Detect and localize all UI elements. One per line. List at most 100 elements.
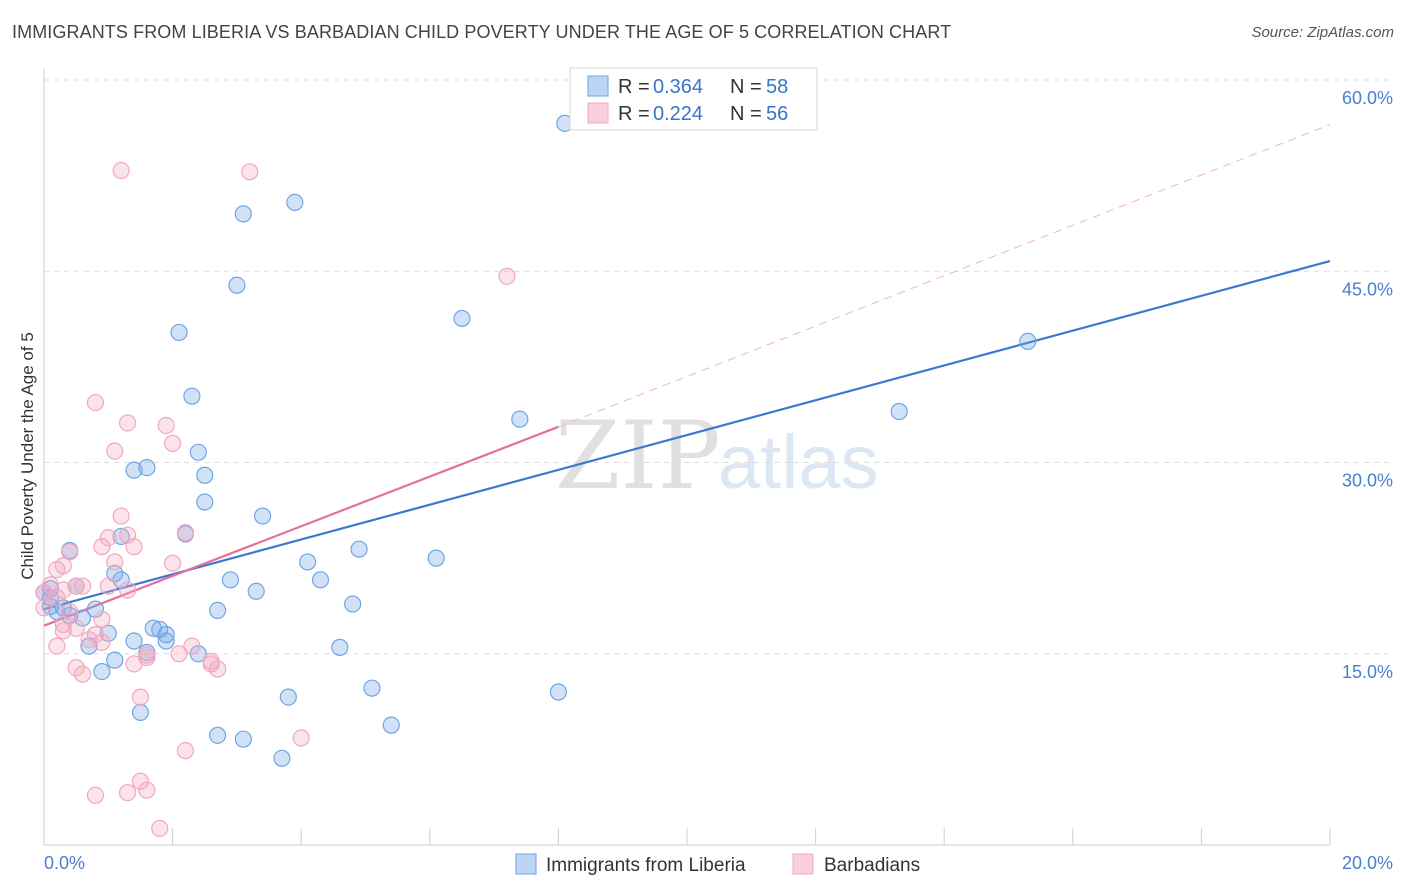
data-point-barbadians-14: [61, 543, 79, 561]
data-point-liberia-57: [234, 730, 252, 748]
data-point-barbadians-18: [48, 560, 66, 579]
data-point-liberia-55: [382, 716, 400, 734]
data-point-barbadians-52: [118, 784, 137, 802]
correlation-legend: R = 0.364 N = 58 R = 0.224 N = 56: [569, 67, 818, 131]
data-point-barbadians-35: [93, 633, 111, 651]
y-tick-label-0: 15.0%: [1342, 662, 1393, 682]
data-point-liberia-12: [138, 459, 156, 477]
data-point-barbadians-13: [125, 538, 143, 556]
data-point-liberia-21: [299, 553, 317, 571]
data-point-barbadians-25: [35, 583, 53, 602]
data-point-barbadians-45: [67, 659, 85, 677]
data-point-liberia-9: [511, 410, 529, 428]
data-point-barbadians-5: [157, 416, 175, 435]
data-point-barbadians-31: [67, 619, 85, 637]
data-point-liberia-8: [890, 402, 908, 421]
chart-title: IMMIGRANTS FROM LIBERIA VS BARBADIAN CHI…: [12, 22, 952, 42]
data-point-barbadians-21: [99, 577, 117, 595]
y-tick-label-3: 60.0%: [1342, 88, 1393, 108]
data-point-liberia-26: [247, 582, 265, 600]
data-point-barbadians-27: [35, 599, 53, 617]
x-tick-label-min: 0.0%: [44, 853, 85, 873]
y-axis-label: Child Poverty Under the Age of 5: [18, 332, 37, 580]
y-tick-label-2: 45.0%: [1342, 279, 1393, 299]
data-point-liberia-5: [170, 323, 188, 342]
data-point-liberia-44: [157, 632, 175, 650]
legend-r-value-2: 0.224: [653, 103, 703, 125]
data-point-liberia-17: [112, 527, 130, 546]
y-tick-labels: 15.0% 30.0% 45.0% 60.0%: [1342, 88, 1393, 682]
data-point-liberia-23: [221, 571, 240, 589]
data-point-barbadians-8: [112, 507, 130, 525]
data-point-liberia-15: [254, 507, 272, 525]
data-point-liberia-46: [331, 638, 349, 656]
data-point-liberia-49: [106, 651, 124, 669]
legend-r-label-2: R =: [618, 103, 650, 125]
data-point-barbadians-48: [292, 729, 310, 747]
data-point-liberia-6: [1019, 332, 1037, 350]
data-point-barbadians-30: [54, 615, 72, 634]
data-point-liberia-43: [125, 632, 143, 650]
data-point-liberia-54: [131, 703, 150, 722]
series-legend-swatch-barbadians: [792, 853, 814, 875]
data-point-barbadians-4: [118, 414, 137, 432]
legend-n-value-1: 58: [766, 76, 788, 98]
data-point-liberia-19: [350, 540, 368, 558]
data-point-barbadians-20: [73, 577, 92, 595]
data-point-liberia-13: [125, 461, 143, 479]
data-point-barbadians-33: [54, 622, 72, 640]
data-point-liberia-3: [228, 276, 246, 294]
data-point-liberia-35: [209, 601, 227, 620]
data-point-barbadians-22: [67, 577, 85, 595]
data-point-liberia-24: [311, 571, 330, 589]
data-point-liberia-1: [286, 193, 304, 211]
data-point-barbadians-39: [170, 645, 188, 663]
data-point-barbadians-1: [241, 163, 259, 181]
data-point-liberia-11: [196, 466, 214, 484]
data-point-liberia-34: [86, 600, 105, 618]
data-point-barbadians-12: [93, 538, 111, 556]
legend-n-value-2: 56: [766, 103, 788, 125]
data-point-barbadians-43: [125, 655, 143, 673]
legend-swatch-blue: [587, 75, 609, 97]
data-point-liberia-58: [273, 749, 291, 767]
data-point-barbadians-15: [106, 553, 124, 571]
series-legend-label-liberia: Immigrants from Liberia: [546, 855, 746, 876]
chart-source: Source: ZipAtlas.com: [1251, 24, 1394, 41]
data-point-liberia-53: [279, 688, 297, 706]
trend-line-barbadians: [43, 425, 559, 627]
data-point-barbadians-46: [73, 665, 92, 683]
legend-r-label-1: R =: [618, 76, 650, 98]
legend-swatch-pink: [587, 102, 609, 124]
data-point-barbadians-29: [93, 610, 111, 628]
data-point-barbadians-36: [48, 637, 66, 655]
data-point-barbadians-47: [131, 688, 150, 706]
data-point-barbadians-2: [498, 267, 516, 285]
series-legend-label-barbadians: Barbadians: [824, 855, 920, 876]
legend-r-value-1: 0.364: [653, 76, 703, 98]
data-point-barbadians-24: [118, 581, 137, 599]
y-tick-label-1: 30.0%: [1342, 471, 1393, 491]
data-points: [35, 114, 1037, 838]
watermark-zip: ZIP: [555, 402, 721, 511]
data-point-barbadians-50: [131, 772, 150, 790]
x-tick-label-max: 20.0%: [1342, 853, 1393, 873]
series-legend-swatch-liberia: [515, 853, 537, 875]
legend-n-label-1: N =: [730, 76, 762, 98]
data-point-barbadians-6: [164, 434, 182, 452]
data-point-barbadians-37: [183, 637, 201, 655]
data-point-liberia-7: [183, 387, 201, 405]
data-point-liberia-4: [453, 309, 471, 328]
trend-lines: [43, 124, 1331, 627]
data-point-liberia-56: [209, 726, 227, 744]
data-point-liberia-31: [344, 595, 362, 613]
data-point-barbadians-34: [80, 631, 98, 649]
data-point-liberia-20: [427, 549, 445, 567]
data-point-barbadians-3: [86, 393, 105, 412]
axes: [43, 68, 1331, 846]
data-point-barbadians-44: [209, 660, 227, 678]
data-point-liberia-14: [196, 493, 214, 511]
trend-line-liberia: [43, 259, 1331, 611]
data-point-barbadians-10: [176, 524, 195, 542]
